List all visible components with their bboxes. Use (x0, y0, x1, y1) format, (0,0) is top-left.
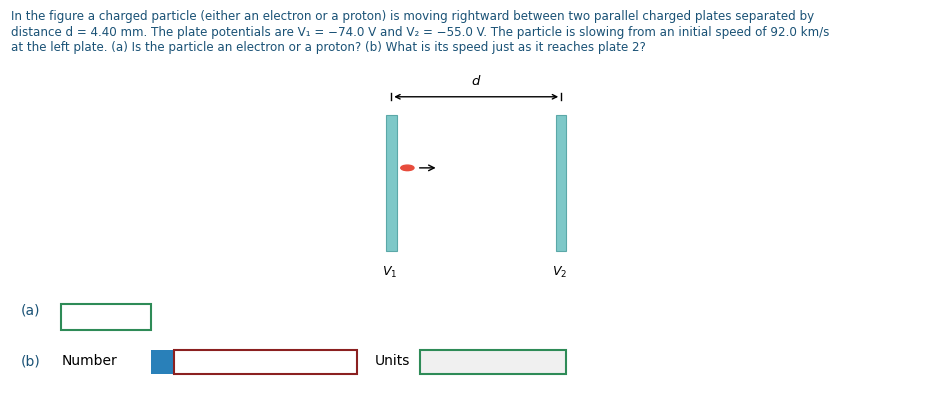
Text: ∨: ∨ (551, 356, 558, 367)
Text: ∨: ∨ (138, 312, 145, 322)
Text: (b): (b) (21, 354, 41, 369)
Text: $d$: $d$ (471, 74, 482, 88)
Text: $V_1$: $V_1$ (382, 265, 397, 280)
Text: at the left plate. (a) Is the particle an electron or a proton? (b) What is its : at the left plate. (a) Is the particle a… (11, 41, 646, 55)
Bar (174, 350, 357, 374)
Text: Units: Units (374, 354, 410, 369)
Text: proton: proton (71, 310, 111, 324)
Text: i: i (159, 354, 165, 369)
Bar (387, 115, 397, 251)
Text: Number: Number (61, 354, 117, 369)
Text: In the figure a charged particle (either an electron or a proton) is moving righ: In the figure a charged particle (either… (11, 10, 815, 23)
Circle shape (401, 165, 414, 171)
Bar (61, 304, 151, 330)
Bar (420, 350, 566, 374)
Text: $V_2$: $V_2$ (552, 265, 567, 280)
Bar (556, 115, 567, 251)
Text: distance d = 4.40 mm. The plate potentials are V₁ = −74.0 V and V₂ = −55.0 V. Th: distance d = 4.40 mm. The plate potentia… (11, 26, 830, 39)
Text: (a): (a) (21, 303, 41, 317)
Text: m/s: m/s (429, 355, 452, 368)
Bar (151, 350, 174, 374)
